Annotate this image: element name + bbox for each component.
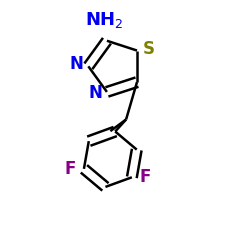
Text: N: N bbox=[88, 84, 102, 102]
Text: NH$_2$: NH$_2$ bbox=[85, 10, 124, 30]
Text: F: F bbox=[140, 168, 151, 186]
Text: N: N bbox=[70, 56, 84, 74]
Text: F: F bbox=[65, 160, 76, 178]
Text: S: S bbox=[143, 40, 155, 58]
